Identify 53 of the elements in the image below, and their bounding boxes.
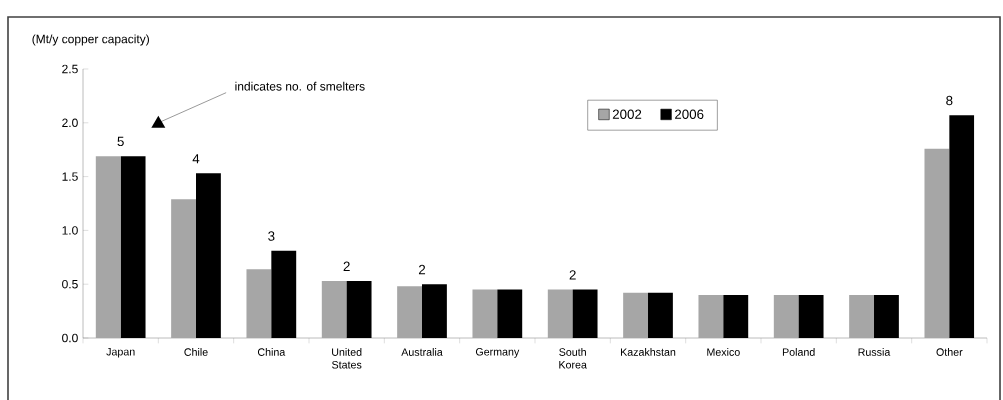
bar bbox=[346, 280, 372, 338]
x-tick-label: Japan bbox=[106, 348, 135, 358]
x-tick-label: Kazakhstan bbox=[621, 348, 676, 356]
bar bbox=[422, 284, 447, 338]
y-tick-label: 0.5 bbox=[62, 279, 78, 289]
bar bbox=[798, 294, 824, 338]
bar bbox=[874, 294, 899, 338]
bar bbox=[849, 294, 875, 338]
bar bbox=[246, 269, 272, 338]
bar bbox=[648, 292, 673, 338]
annotation: indicates no. of smelters bbox=[235, 81, 365, 91]
x-tick-label: Australia bbox=[401, 348, 443, 356]
legend-label: 2006 bbox=[675, 109, 704, 119]
x-tick-label: Germany bbox=[475, 348, 520, 358]
y-tick-label: 2.0 bbox=[62, 118, 78, 128]
x-tick-label: Russia bbox=[858, 348, 891, 356]
bar bbox=[271, 250, 297, 338]
bar bbox=[321, 280, 347, 338]
y-tick-label: 0.0 bbox=[62, 333, 78, 343]
bar bbox=[773, 294, 799, 338]
x-tick-label: Other bbox=[936, 348, 963, 356]
annotation: 4 bbox=[192, 154, 200, 164]
bar bbox=[497, 289, 523, 338]
annotation: 5 bbox=[117, 136, 124, 147]
x-tick-label: Mexico bbox=[707, 348, 740, 356]
bar bbox=[171, 199, 196, 338]
bar bbox=[196, 173, 221, 338]
x-tick-label: United States bbox=[332, 348, 362, 369]
annotation: 2 bbox=[569, 270, 576, 280]
bar bbox=[623, 292, 649, 338]
annotation: 2 bbox=[343, 261, 350, 271]
y-tick-label: 1.0 bbox=[62, 226, 78, 235]
bar bbox=[949, 115, 975, 338]
x-tick-label: South Korea bbox=[559, 348, 587, 369]
annotation: 3 bbox=[268, 231, 275, 241]
y-tick-label: 1.5 bbox=[62, 172, 78, 181]
bar bbox=[397, 286, 422, 338]
x-tick-label: Chile bbox=[184, 348, 208, 356]
bar bbox=[95, 156, 121, 338]
annotation: 8 bbox=[946, 95, 953, 106]
bar bbox=[472, 289, 498, 338]
bar bbox=[698, 294, 724, 338]
bar bbox=[547, 289, 573, 338]
y-axis-title: (Mt/y copper capacity) bbox=[32, 34, 149, 46]
annotation: 2 bbox=[418, 264, 426, 275]
bar bbox=[120, 156, 146, 338]
bar bbox=[723, 294, 749, 338]
legend-label: 2002 bbox=[612, 109, 642, 119]
bar bbox=[572, 289, 598, 338]
x-tick-label: Poland bbox=[782, 348, 815, 356]
x-tick-label: China bbox=[257, 348, 286, 356]
y-tick-label: 2.5 bbox=[62, 64, 78, 74]
bar bbox=[924, 148, 950, 338]
